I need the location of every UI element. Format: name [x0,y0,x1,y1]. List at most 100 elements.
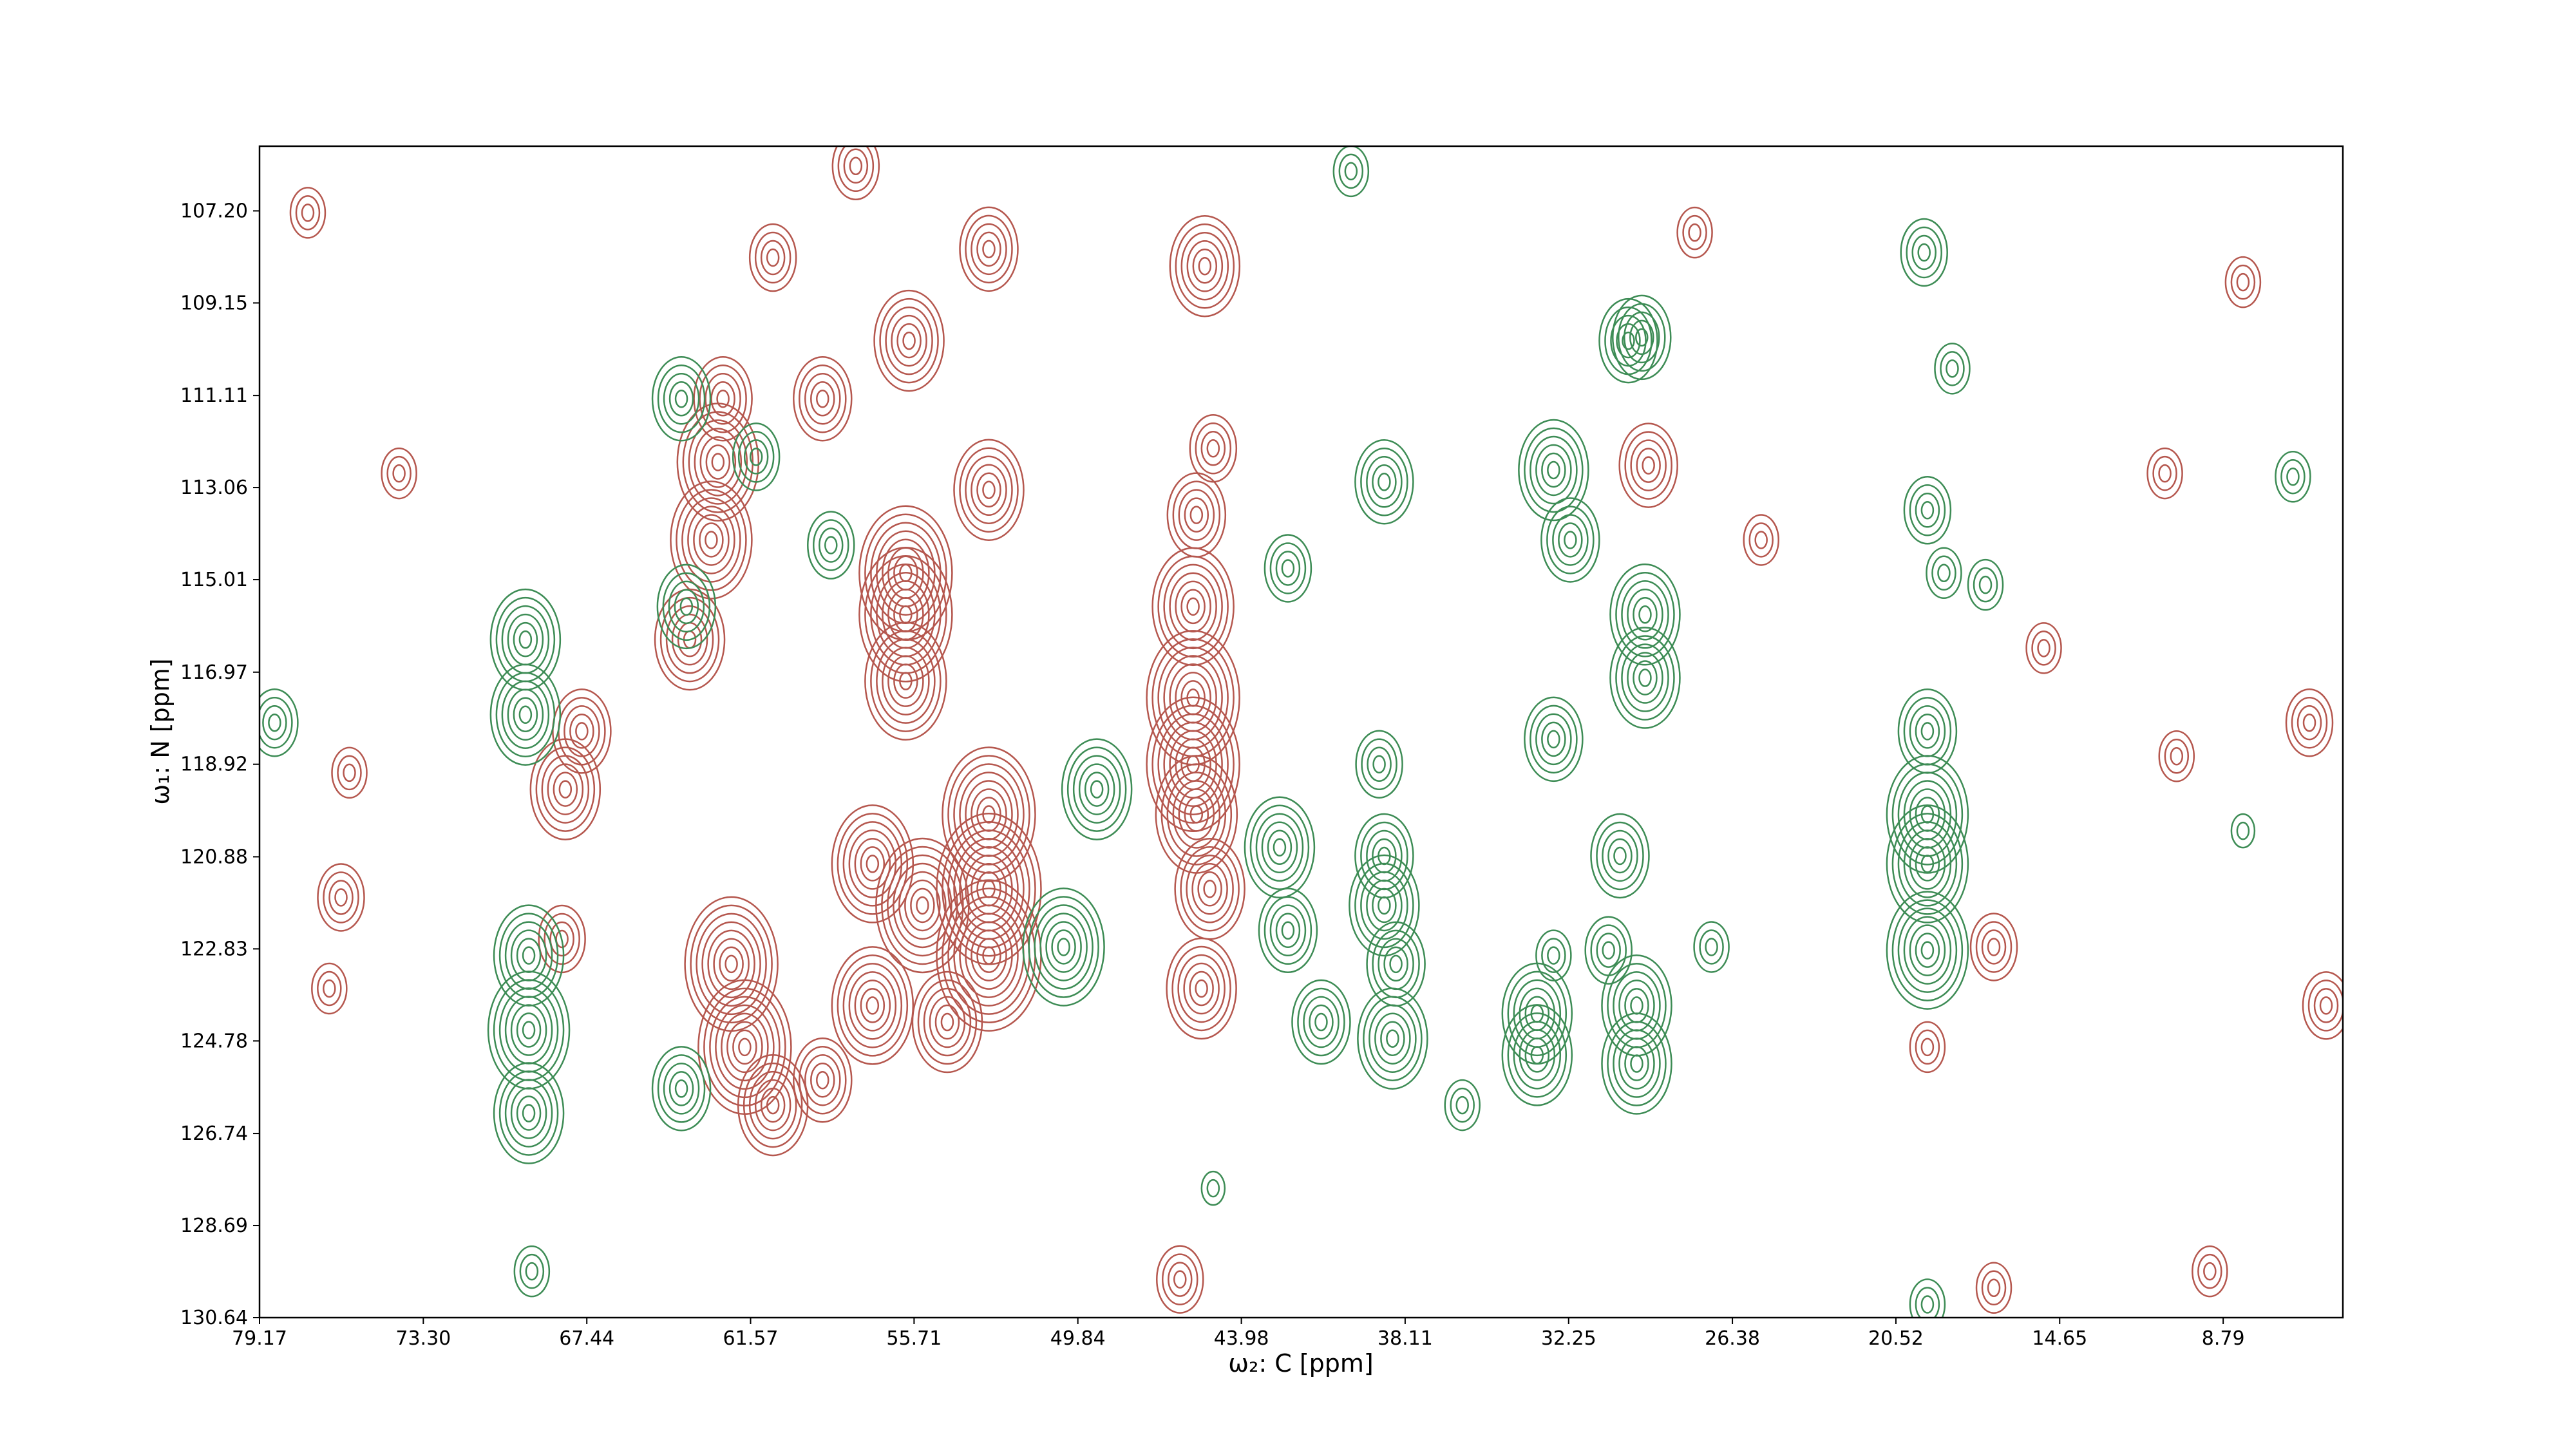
contour-level [2280,459,2306,495]
contour-level [1380,1021,1405,1056]
contour-level [1607,1021,1667,1106]
contour-level [866,996,880,1015]
contour-level [982,480,996,499]
contour-level [1903,829,1952,898]
contour-level [1366,456,1403,508]
contour-level [799,364,847,433]
contour-level [2236,821,2250,840]
contour-level [1022,887,1105,1007]
contour-level [1530,1046,1544,1065]
contour-level [1386,1029,1399,1048]
contour-level [1524,1037,1550,1073]
contour-level [1630,1054,1643,1073]
contour-level [668,381,694,417]
contour-level [1034,904,1094,990]
contour-level [1166,937,1237,1040]
contour-level [1621,580,1669,649]
contour-level [1969,913,2018,981]
contour-level [1705,938,1718,956]
contour-level [1174,838,1245,940]
contour-level [260,688,299,757]
contour-level [1624,1046,1649,1081]
contour-level [976,231,1001,267]
contour-level [1676,206,1713,259]
contour-level [860,846,886,882]
contour-level [1368,1004,1417,1073]
contour-level [1519,1029,1556,1081]
contour-level [1915,714,1940,749]
plot-area [260,146,2343,1318]
contour-level [1507,971,1567,1057]
contour-level [748,1070,797,1140]
contour-level [705,531,718,549]
contour-level [1616,323,1641,359]
contour-level [705,444,731,480]
contour-level [1975,921,2012,973]
contour-level [501,605,550,674]
contour-level [1275,551,1301,586]
contour-level [1630,439,1667,491]
contour-level [738,1037,752,1057]
contour-level [837,813,909,915]
contour-level [916,896,929,915]
contour-level [489,663,562,766]
contour-level [334,888,348,907]
contour-level [510,1087,547,1139]
contour-level [495,672,556,757]
contour-level [668,1071,694,1106]
contour-level [1195,422,1232,475]
contour-level [1175,580,1211,633]
contour-level [510,1004,547,1056]
contour-level [2158,730,2195,782]
contour-level [1269,904,1307,957]
contour-level [665,605,714,674]
contour-level [268,713,281,732]
contour-level [2307,980,2343,1032]
contour-level [1920,941,1935,960]
contour-level [854,838,891,890]
contour-level [337,755,362,791]
contour-level [1598,298,1658,384]
contour-level [1609,627,1681,729]
x-axis-label: ω₂: C [ppm] [1228,1349,1373,1378]
contour-level [498,1070,559,1156]
contour-level [495,596,556,683]
contour-level [1624,431,1672,500]
contour-level [317,863,365,932]
contour-level [670,480,753,600]
contour-level [1535,444,1572,497]
contour-level [911,971,983,1074]
contour-level [1389,954,1403,974]
contour-level [1642,456,1655,475]
contour-level [917,979,978,1065]
y-tick-label: 107.20 [180,200,248,222]
contour-level [1267,829,1293,866]
contour-level [711,453,725,471]
contour-level [1255,813,1304,882]
contour-level [760,1087,786,1123]
contour-level [1897,688,1958,774]
contour-level [1378,473,1391,491]
contour-level [716,389,730,408]
contour-level [1610,314,1647,367]
contour-level [1693,921,1730,973]
contour-level [1455,1095,1469,1115]
contour-level [516,1095,542,1131]
x-tick-label: 8.79 [2202,1327,2245,1350]
contour-level [549,921,574,957]
contour-level [1045,921,1082,973]
contour-level [1909,924,1946,976]
contour-level [1361,738,1397,790]
contour-level [1191,863,1228,915]
contour-level [693,355,753,442]
contour-level [1513,1021,1562,1090]
contour-level [842,963,903,1048]
contour-level [875,837,970,974]
contour-level [1166,472,1227,558]
contour-level [1903,916,1952,985]
contour-level [813,519,849,571]
contour-level [976,472,1001,507]
contour-level [684,896,779,1032]
contour-level [518,630,533,649]
contour-level [1596,933,1621,968]
